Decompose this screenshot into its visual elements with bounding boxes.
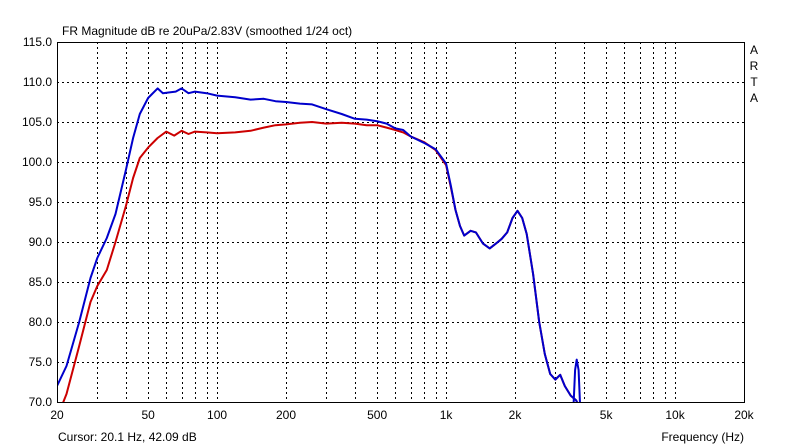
chart-title: FR Magnitude dB re 20uPa/2.83V (smoothed… (62, 24, 353, 38)
brand-label: ARTA (749, 43, 759, 105)
series-line-segment (572, 358, 581, 402)
plot-frame (57, 42, 745, 403)
plot-area (57, 42, 744, 402)
x-tick-label: 200 (276, 408, 296, 422)
cursor-readout: Cursor: 20.1 Hz, 42.09 dB (58, 430, 197, 444)
y-tick-label: 75.0 (29, 355, 53, 369)
x-tick-label: 50 (141, 408, 155, 422)
y-tick-label: 85.0 (29, 275, 53, 289)
x-axis-label: Frequency (Hz) (661, 430, 744, 444)
y-tick-label: 100.0 (22, 155, 52, 169)
y-tick-label: 110.0 (23, 75, 52, 89)
x-tick-label: 10k (665, 408, 685, 422)
y-tick-label: 105.0 (22, 115, 52, 129)
x-tick-label: 500 (367, 408, 387, 422)
y-tick-label: 115.0 (23, 35, 52, 49)
y-tick-label: 95.0 (29, 195, 53, 209)
x-tick-label: 100 (207, 408, 227, 422)
y-tick-label: 70.0 (29, 395, 53, 409)
y-tick-label: 90.0 (29, 235, 53, 249)
x-tick-label: 1k (440, 408, 454, 422)
series-line-0 (57, 87, 579, 402)
x-tick-label: 20k (734, 408, 754, 422)
x-tick-label: 2k (509, 408, 523, 422)
y-tick-label: 80.0 (29, 315, 53, 329)
x-tick-label: 5k (600, 408, 614, 422)
x-tick-label: 20 (50, 408, 64, 422)
